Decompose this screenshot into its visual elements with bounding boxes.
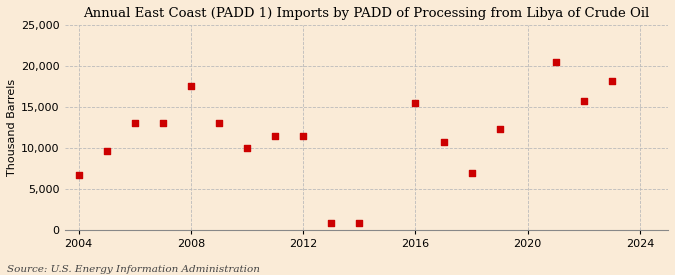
Point bbox=[298, 133, 308, 138]
Point bbox=[101, 149, 112, 153]
Point bbox=[438, 140, 449, 144]
Point bbox=[494, 127, 505, 131]
Title: Annual East Coast (PADD 1) Imports by PADD of Processing from Libya of Crude Oil: Annual East Coast (PADD 1) Imports by PA… bbox=[83, 7, 649, 20]
Point bbox=[578, 98, 589, 103]
Point bbox=[270, 133, 281, 138]
Point bbox=[466, 170, 477, 175]
Point bbox=[607, 79, 618, 83]
Point bbox=[242, 146, 252, 150]
Point bbox=[45, 217, 56, 221]
Point bbox=[130, 121, 140, 126]
Point bbox=[326, 221, 337, 226]
Point bbox=[410, 101, 421, 105]
Point bbox=[186, 84, 196, 88]
Point bbox=[157, 121, 168, 126]
Point bbox=[213, 121, 224, 126]
Point bbox=[354, 221, 364, 226]
Point bbox=[550, 60, 561, 64]
Y-axis label: Thousand Barrels: Thousand Barrels bbox=[7, 79, 17, 176]
Point bbox=[73, 173, 84, 177]
Text: Source: U.S. Energy Information Administration: Source: U.S. Energy Information Administ… bbox=[7, 265, 260, 274]
